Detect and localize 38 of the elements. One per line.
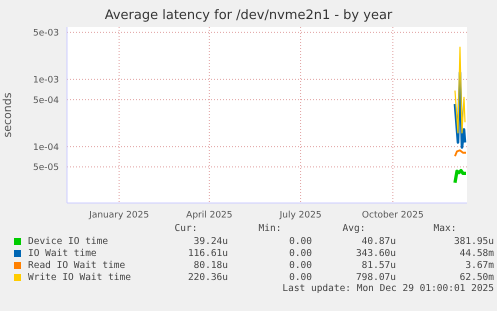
line-series (454, 46, 466, 134)
legend-label: Read IO Wait time (28, 260, 126, 270)
text: Last update: Mon Dec 29 01:00:01 2025 (281, 283, 494, 295)
x-tick-label: April 2025 (186, 210, 233, 220)
y-axis-title: seconds (0, 92, 14, 138)
x-tick-label: January 2025 (88, 210, 150, 220)
text: Max: (432, 223, 458, 235)
legend-label: Write IO Wait time (28, 272, 131, 282)
text: 0.00 (288, 236, 312, 246)
text: 0.00 (288, 272, 312, 282)
text: 798.07u (354, 272, 396, 282)
legend-label: IO Wait time (28, 248, 97, 258)
text: 39.24u (192, 236, 228, 246)
x-tick-label: July 2025 (278, 210, 322, 220)
y-tick-label: 5e-03 (33, 28, 59, 39)
text: Min: (258, 223, 282, 235)
text: 44.58m (458, 248, 494, 258)
text: 0.00 (288, 248, 312, 258)
text: 81.57u (360, 260, 396, 270)
line-series (453, 168, 467, 184)
y-tick-label: 5e-04 (33, 96, 60, 106)
text: 3.67m (464, 260, 494, 270)
text: 343.60u (354, 248, 396, 258)
text: Avg: (342, 223, 366, 235)
text: Cur: (174, 223, 198, 235)
legend-label: Device IO time (28, 236, 108, 246)
text: 0.00 (288, 260, 312, 270)
text: 116.61u (186, 248, 228, 258)
y-tick-label: 1e-04 (33, 142, 60, 153)
text: 381.95u (452, 236, 494, 246)
text: 80.18u (192, 260, 228, 270)
text: 62.50m (458, 272, 494, 282)
text: 220.36u (186, 272, 228, 282)
x-tick-label: October 2025 (362, 210, 424, 220)
text: 40.87u (360, 236, 396, 246)
y-tick-label: 5e-05 (33, 163, 59, 174)
y-tick-label: 1e-03 (33, 76, 59, 86)
chart-title: Average latency for /dev/nvme2n1 - by year (104, 8, 394, 23)
